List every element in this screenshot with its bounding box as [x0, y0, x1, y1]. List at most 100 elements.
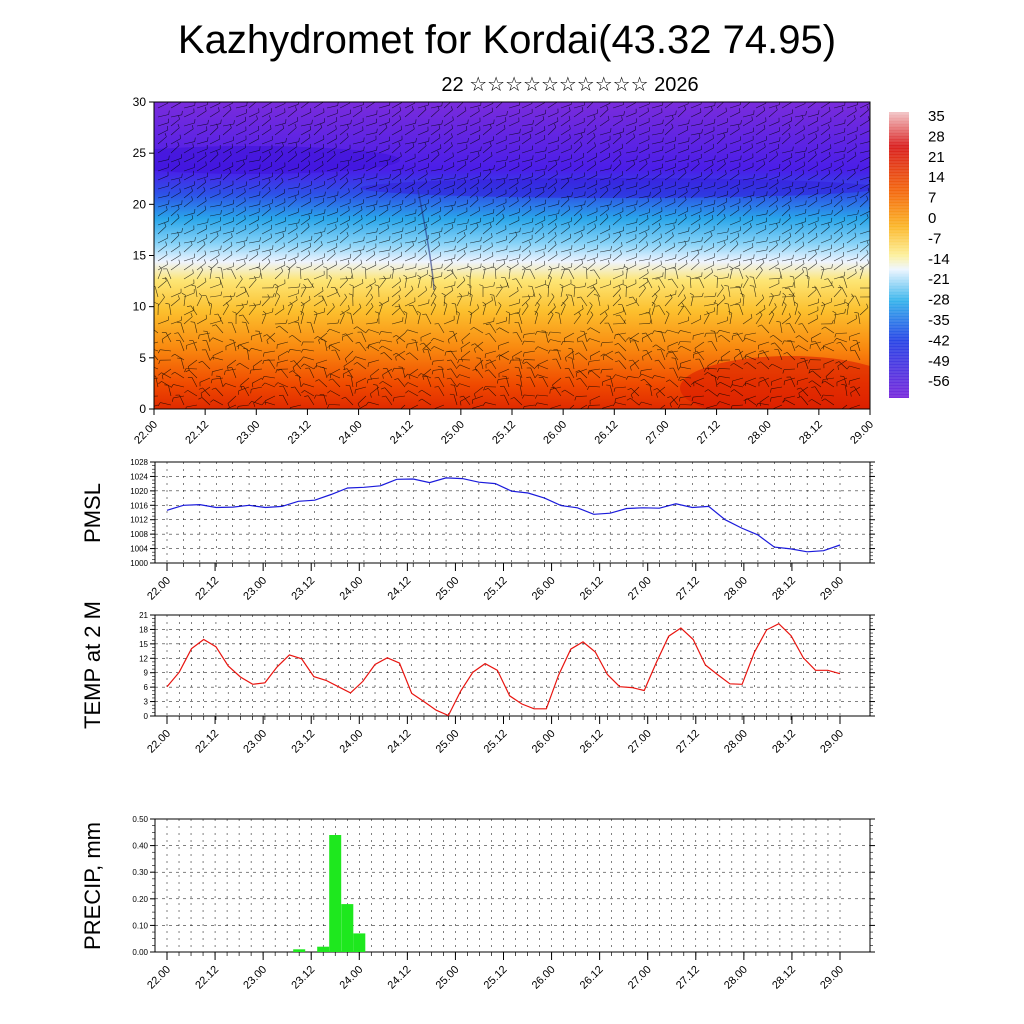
wind-barb [612, 211, 624, 217]
wind-barb-flag [821, 326, 826, 330]
wind-barb-flag [327, 390, 331, 394]
wind-barb [612, 184, 624, 190]
wind-barb-flag [438, 241, 440, 246]
wind-barb [846, 227, 857, 235]
wind-barb-flag [378, 339, 382, 344]
wind-barb [469, 257, 481, 262]
wind-barb-flag [350, 119, 352, 124]
wind-barb [456, 296, 463, 307]
wind-barb-flag [476, 357, 481, 359]
wind-barb [310, 322, 315, 334]
wind-barb [859, 119, 870, 127]
wind-barb-flag [645, 231, 648, 236]
wind-barb-flag [675, 110, 677, 115]
wind-barb-flag [376, 128, 378, 133]
wind-barb [280, 369, 289, 379]
wind-barb-flag [370, 393, 372, 398]
wind-barb-flag [584, 282, 587, 287]
wind-barb [664, 235, 674, 244]
wind-barb-flag [577, 338, 579, 343]
wind-barb [398, 305, 406, 316]
wind-barb-flag [662, 119, 664, 124]
wind-barb-flag [711, 268, 713, 273]
wind-barb [655, 344, 666, 352]
wind-barb [573, 217, 583, 226]
wind-barb [742, 147, 753, 154]
wind-barb-flag [165, 303, 170, 305]
wind-barb-flag [614, 333, 619, 336]
wind-barb [755, 128, 766, 136]
wind-barb [378, 177, 390, 181]
colorbar-label: -7 [928, 230, 941, 247]
wind-barb [703, 235, 713, 244]
y-tick-label: 1028 [130, 458, 148, 467]
wind-barb-flag [381, 395, 386, 398]
wind-barb [625, 150, 637, 154]
wind-barb [339, 159, 351, 163]
wind-barb [820, 304, 826, 316]
wind-barb [154, 286, 159, 298]
wind-barb-flag [464, 187, 467, 192]
wind-barb-flag [542, 187, 545, 192]
wind-barb [690, 276, 702, 280]
x-tick-label: 27.00 [644, 419, 672, 447]
wind-barb [508, 149, 520, 154]
wind-barb [154, 349, 159, 352]
wind-barb [521, 253, 531, 262]
wind-barb [513, 397, 523, 406]
wind-barb [235, 278, 243, 289]
wind-barb-flag [698, 133, 701, 138]
wind-barb [612, 136, 622, 145]
wind-barb-flag [261, 382, 266, 387]
wind-barb-flag [750, 313, 753, 318]
wind-barb [391, 320, 403, 325]
wind-barb-flag [567, 177, 570, 182]
wind-barb-flag [446, 377, 451, 380]
wind-barb-flag [208, 265, 212, 269]
wind-barb [521, 264, 532, 271]
wind-barb [859, 109, 869, 118]
wind-barb-flag [798, 393, 800, 398]
wind-barb-flag [606, 213, 609, 218]
wind-barb-flag [509, 359, 512, 365]
wind-barb [157, 209, 168, 217]
wind-barb [355, 386, 367, 391]
wind-barb-flag [568, 357, 573, 359]
wind-barb-flag [181, 228, 183, 233]
wind-barb [703, 105, 715, 109]
wind-barb-flag [678, 341, 681, 346]
wind-barb [560, 304, 566, 316]
wind-barb [391, 203, 403, 208]
wind-barb [368, 401, 380, 406]
wind-barb-flag [244, 260, 246, 265]
wind-barb [625, 137, 635, 145]
wind-barb-flag [710, 106, 713, 111]
wind-barb [651, 149, 663, 154]
panel-frame [154, 818, 871, 953]
wind-barb-flag [580, 204, 583, 209]
wind-barb-flag [723, 160, 726, 165]
wind-barb [339, 136, 349, 145]
wind-barb-flag [844, 308, 846, 313]
wind-barb-flag [593, 294, 598, 296]
wind-barb-flag [275, 325, 280, 329]
wind-barb [649, 385, 653, 397]
wind-barb [518, 367, 523, 379]
wind-barb [778, 268, 783, 280]
wind-barb [823, 359, 835, 365]
wind-barb-flag [333, 249, 336, 254]
wind-barb [157, 129, 168, 136]
wind-barb-flag [671, 267, 676, 269]
wind-barb-flag [789, 275, 794, 278]
wind-barb-flag [636, 173, 638, 178]
colorbar-label: -35 [928, 312, 950, 329]
wind-barb [716, 258, 728, 262]
wind-barb-flag [491, 107, 493, 112]
wind-barb [792, 295, 796, 307]
wind-barb-flag [751, 116, 753, 121]
wind-barb-flag [480, 146, 482, 151]
wind-barb [547, 226, 557, 235]
wind-barb [313, 112, 325, 118]
wind-barb-flag [614, 351, 619, 354]
wind-barb-flag [615, 314, 620, 317]
